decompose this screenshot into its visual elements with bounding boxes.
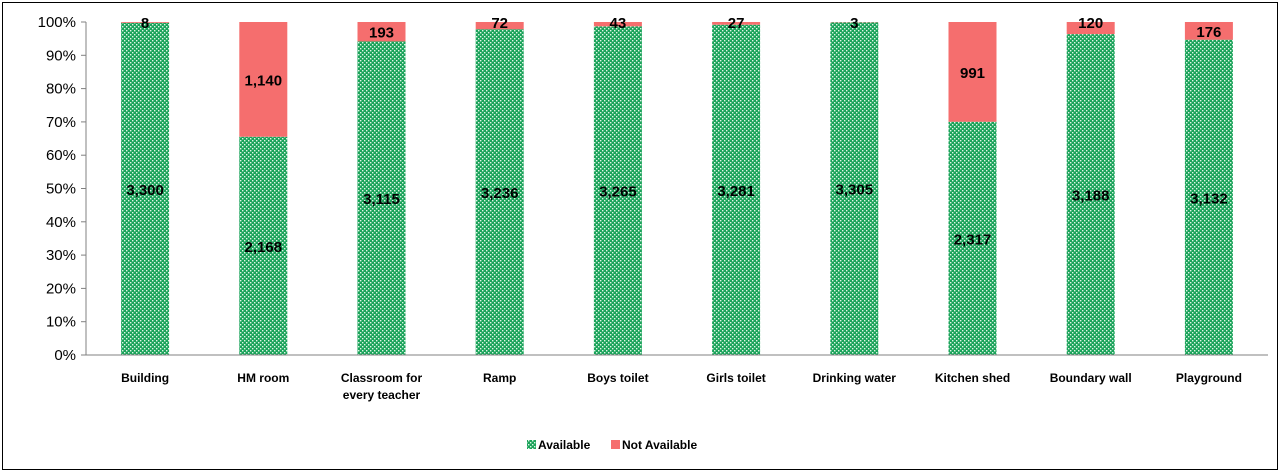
data-label-available: 3,236 [481, 185, 519, 202]
data-label-available: 3,281 [717, 183, 755, 200]
y-tick-label: 30% [46, 247, 76, 264]
data-label-not-available: 193 [369, 25, 394, 42]
data-label-not-available: 1,140 [245, 72, 283, 89]
bar-not-available [948, 22, 997, 122]
category-label: Classroom for [341, 371, 423, 385]
bar-not-available [1066, 22, 1115, 35]
data-label-available: 3,132 [1190, 190, 1228, 207]
bar-available [948, 121, 997, 356]
bar-not-available [357, 22, 406, 42]
data-label-available: 3,115 [363, 191, 400, 208]
data-label-available: 2,317 [954, 231, 992, 248]
bar-not-available [593, 22, 642, 27]
bar-not-available [475, 22, 524, 30]
legend-swatch [527, 440, 536, 449]
bar-available [1066, 34, 1115, 356]
bar-available [239, 136, 288, 355]
category-label: Ramp [483, 371, 516, 385]
category-label: Drinking water [813, 371, 897, 385]
y-tick-label: 40% [46, 214, 76, 231]
data-label-not-available: 991 [960, 65, 985, 82]
category-label: Playground [1176, 371, 1242, 385]
y-tick-label: 10% [46, 314, 76, 331]
category-label: Kitchen shed [935, 371, 1010, 385]
data-label-not-available: 3 [850, 15, 858, 32]
y-tick-label: 20% [46, 280, 76, 297]
category-label: Girls toilet [706, 371, 765, 385]
legend-swatch [611, 440, 620, 449]
bar-not-available [121, 22, 170, 23]
data-label-not-available: 72 [491, 15, 508, 32]
y-tick-label: 60% [46, 147, 76, 164]
bar-not-available [1184, 22, 1233, 40]
category-label: every teacher [343, 388, 421, 402]
bar-not-available [712, 22, 761, 25]
data-label-available: 3,188 [1072, 188, 1110, 205]
category-label: HM room [237, 371, 289, 385]
bar-available [1184, 39, 1233, 356]
legend-label: Available [538, 438, 591, 452]
y-tick-label: 50% [46, 181, 76, 198]
bar-available [475, 29, 524, 355]
legend-label: Not Available [622, 438, 697, 452]
data-label-not-available: 43 [610, 15, 627, 32]
data-label-not-available: 27 [728, 15, 745, 32]
data-label-available: 3,305 [836, 182, 874, 199]
bar-available [357, 41, 406, 356]
y-tick-label: 90% [46, 47, 76, 64]
bar-available [712, 24, 761, 355]
data-label-available: 3,300 [126, 182, 164, 199]
data-label-not-available: 176 [1196, 24, 1221, 41]
y-axis: 0% 10% 20% 30% 40% 50% 60% 70% 80% 90% 100% [38, 14, 87, 364]
y-tick-label: 0% [54, 347, 76, 364]
x-axis: Building HM room Classroom for every teache… [86, 354, 1268, 402]
y-tick-label: 80% [46, 81, 76, 98]
bar-available [593, 26, 642, 355]
legend: Available Not Available [527, 438, 697, 452]
data-label-available: 2,168 [245, 239, 283, 256]
category-label: Building [121, 371, 169, 385]
category-label: Boundary wall [1050, 371, 1132, 385]
data-label-not-available: 8 [141, 15, 149, 32]
y-tick-label: 100% [38, 14, 76, 31]
bar-available [121, 22, 170, 355]
bar-available [830, 22, 879, 355]
category-label: Boys toilet [587, 371, 648, 385]
y-tick-label: 70% [46, 114, 76, 131]
bars: 3,300 8 2,168 1,140 3,115 193 3,236 72 3,265 43 3,… [121, 15, 1233, 356]
bar-not-available [239, 22, 288, 137]
data-label-available: 3,265 [599, 184, 637, 201]
data-label-not-available: 120 [1078, 15, 1103, 32]
